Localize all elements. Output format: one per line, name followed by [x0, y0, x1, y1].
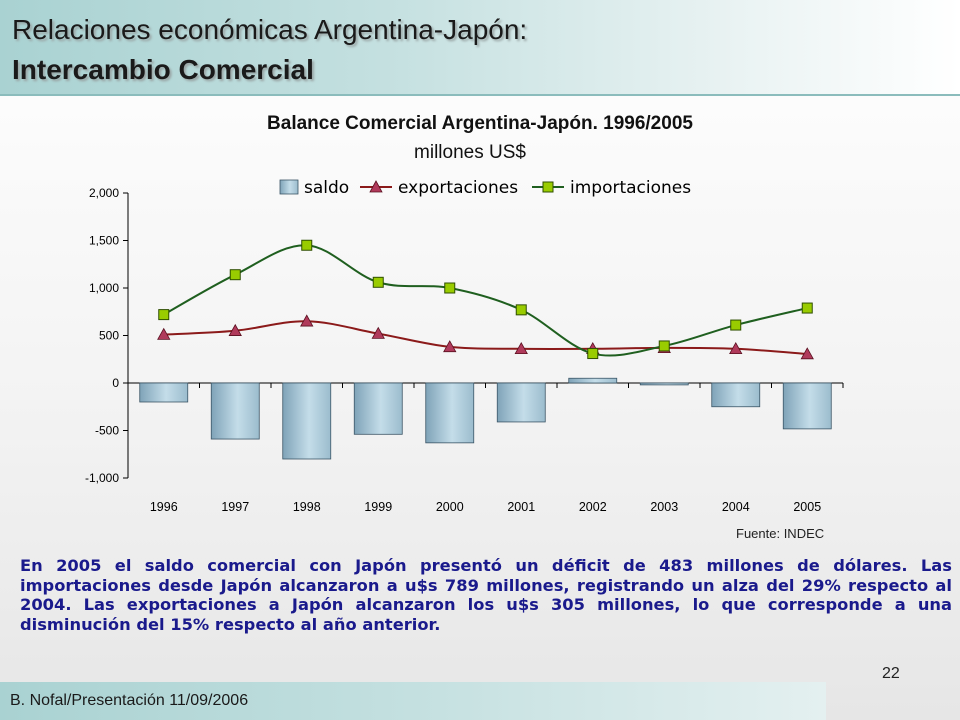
bar-saldo	[353, 382, 403, 435]
trade-balance-chart: 2,000 1,500 1,000 500 0 -500 -1,000 1996 1997 199…	[85, 178, 844, 514]
x-tick-label: 1996	[150, 500, 178, 514]
chart-legend: saldo exportaciones importaciones	[279, 178, 691, 198]
page-number: 22	[882, 665, 900, 682]
line-importaciones	[163, 244, 808, 357]
legend-marker-importaciones	[542, 181, 554, 193]
bar-saldo	[782, 382, 832, 430]
y-tick-label: 1,000	[89, 281, 119, 295]
legend-swatch-saldo	[279, 179, 299, 195]
bar-saldo	[496, 382, 546, 423]
slide-header: Relaciones económicas Argentina-Japón: I…	[0, 0, 960, 96]
legend-label-importaciones: importaciones	[570, 178, 691, 198]
marker-importaciones	[444, 282, 456, 294]
x-tick-label: 2000	[436, 500, 464, 514]
marker-importaciones	[301, 239, 313, 251]
bar-saldo	[282, 382, 332, 460]
y-tick-label: -500	[95, 424, 119, 438]
footer-bar: B. Nofal/Presentación 11/09/2006	[0, 682, 826, 720]
marker-importaciones	[372, 276, 384, 288]
marker-exportaciones	[300, 314, 314, 327]
marker-exportaciones	[729, 341, 743, 355]
marker-exportaciones	[228, 323, 242, 336]
slide-title: Relaciones económicas Argentina-Japón:	[12, 14, 528, 45]
bar-saldo	[568, 377, 618, 384]
marker-importaciones	[658, 340, 670, 352]
y-tick-label: 0	[112, 376, 119, 390]
bar-saldo	[210, 382, 260, 440]
marker-importaciones	[730, 319, 742, 331]
marker-importaciones	[515, 304, 527, 316]
x-tick-label: 2001	[507, 500, 535, 514]
marker-importaciones	[229, 269, 241, 281]
marker-exportaciones	[800, 347, 814, 360]
x-tick-label: 1999	[364, 500, 392, 514]
x-tick-label: 2005	[793, 500, 821, 514]
y-tick-label: -1,000	[85, 471, 119, 485]
marker-exportaciones	[371, 326, 385, 339]
x-tick-label: 2004	[722, 500, 750, 514]
marker-exportaciones	[514, 341, 528, 355]
marker-importaciones	[801, 302, 813, 314]
footer-author-date: B. Nofal/Presentación 11/09/2006	[10, 692, 249, 709]
marker-exportaciones	[443, 340, 457, 353]
bar-saldo	[711, 382, 761, 408]
y-tick-label: 500	[99, 329, 119, 343]
marker-importaciones	[587, 348, 599, 360]
x-tick-label: 2002	[579, 500, 607, 514]
marker-importaciones	[158, 309, 170, 321]
y-tick-label: 2,000	[89, 186, 119, 200]
summary-paragraph: En 2005 el saldo comercial con Japón pre…	[20, 556, 952, 634]
chart-subtitle: millones US$	[414, 142, 526, 163]
chart-source: Fuente: INDEC	[736, 526, 825, 541]
chart-title: Balance Comercial Argentina-Japón. 1996/…	[267, 113, 693, 134]
marker-exportaciones	[157, 327, 171, 340]
bar-saldo	[139, 382, 189, 403]
legend-marker-exportaciones	[369, 180, 383, 193]
legend-label-saldo: saldo	[304, 178, 349, 198]
x-tick-label: 1998	[293, 500, 321, 514]
x-tick-label: 1997	[221, 500, 249, 514]
bar-saldo	[425, 382, 475, 444]
x-tick-label: 2003	[650, 500, 678, 514]
y-tick-label: 1,500	[89, 234, 119, 248]
slide-subtitle: Intercambio Comercial	[12, 54, 314, 85]
legend-label-exportaciones: exportaciones	[398, 178, 518, 198]
line-exportaciones	[163, 320, 808, 356]
bar-saldo	[639, 382, 689, 386]
